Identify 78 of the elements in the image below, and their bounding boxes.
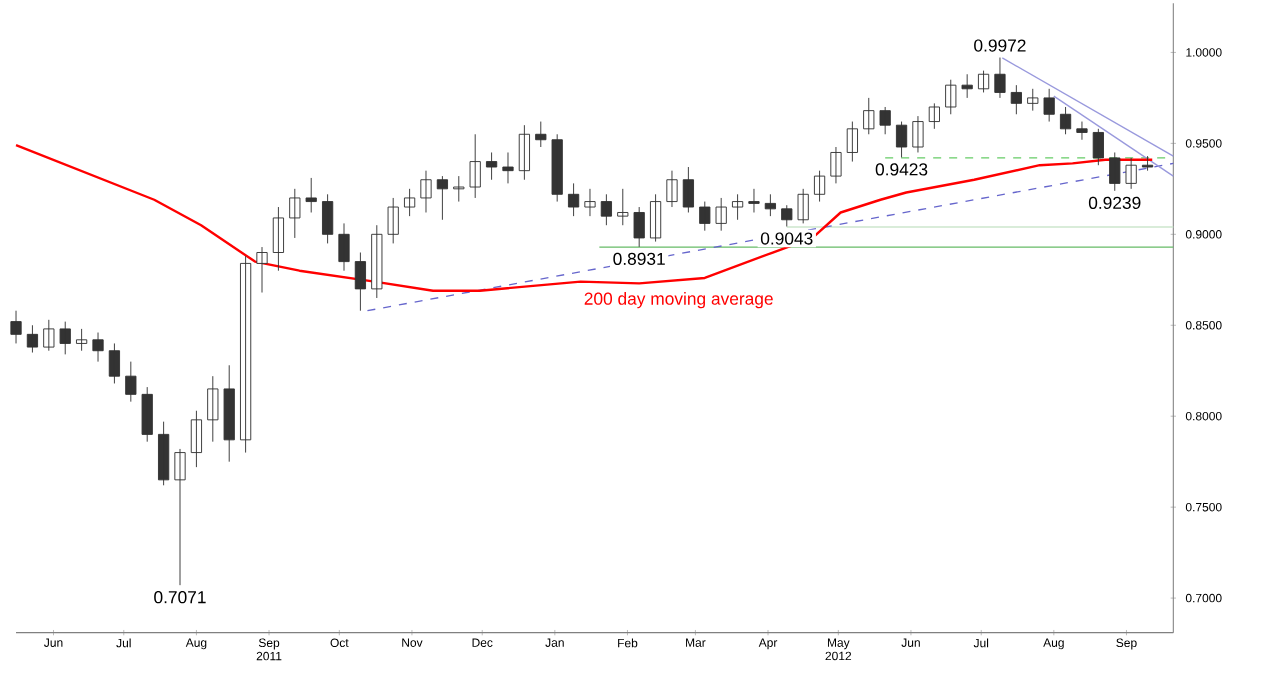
candlestick — [600, 193, 613, 226]
candlestick — [617, 188, 629, 226]
candlestick — [125, 361, 137, 403]
annotation: 0.8931 — [613, 252, 665, 265]
candlestick — [1043, 88, 1055, 123]
candlestick — [879, 106, 891, 135]
candlestick — [1109, 152, 1121, 192]
candlestick — [223, 364, 235, 463]
annotation: 0.9043 — [760, 232, 813, 245]
candlestick — [928, 102, 940, 130]
candlestick — [371, 224, 383, 299]
candlestick — [502, 152, 514, 184]
candlestick — [305, 177, 317, 213]
candlestick — [666, 170, 678, 208]
candlestick — [75, 328, 88, 352]
candlestick — [338, 222, 350, 272]
candlestick — [1141, 155, 1154, 172]
candlestick — [469, 133, 481, 199]
candlestick — [551, 133, 563, 203]
candlestick — [748, 188, 760, 213]
candlestick — [518, 124, 531, 181]
candlestick — [59, 321, 71, 355]
candlestick — [157, 421, 170, 486]
candlestick — [1059, 106, 1072, 135]
candlestick — [108, 342, 121, 384]
candlestick — [895, 121, 908, 158]
candlestick — [420, 170, 432, 213]
candlestick — [43, 319, 55, 352]
candlestick — [994, 57, 1006, 99]
candlestick — [846, 121, 858, 163]
candlestick — [256, 246, 268, 293]
annotation: 0.7071 — [154, 591, 206, 604]
candlestick — [289, 188, 301, 239]
candlestick — [649, 193, 662, 243]
candlestick — [387, 197, 399, 244]
candlestick — [764, 193, 776, 217]
candlestick — [1125, 157, 1137, 190]
candlestick — [321, 193, 334, 244]
candlestick — [239, 255, 252, 454]
candlestick — [633, 206, 645, 248]
candlestick — [961, 73, 973, 99]
candlestick — [174, 448, 186, 586]
candlestick — [813, 170, 826, 203]
candlestick — [92, 332, 104, 363]
candlestick — [945, 79, 957, 115]
candlestick — [682, 166, 694, 213]
series-label: 200 day moving average — [584, 292, 773, 309]
candlestick — [731, 193, 744, 221]
candlestick — [535, 121, 547, 148]
candlestick — [584, 188, 596, 217]
candlestick — [1010, 84, 1022, 115]
candlestick — [272, 206, 285, 272]
candlestick — [436, 175, 449, 221]
candlestick — [797, 188, 809, 224]
candlestick — [26, 324, 39, 354]
candlestick — [567, 182, 580, 217]
candlestick — [1027, 88, 1039, 112]
candlestick — [1092, 128, 1104, 166]
candlestick — [141, 386, 153, 443]
candlestick — [912, 115, 924, 153]
annotation: 0.9423 — [875, 163, 928, 176]
candlestick — [403, 188, 416, 217]
annotation: 0.9972 — [974, 39, 1026, 52]
candlestick — [699, 201, 711, 232]
candlestick — [715, 197, 727, 232]
candlestick — [207, 375, 219, 443]
candlestick — [781, 204, 793, 227]
candlestick — [830, 146, 842, 184]
candlestick — [190, 410, 203, 468]
candlestick — [977, 70, 990, 93]
candlestick — [863, 97, 875, 135]
candlestick — [1076, 121, 1088, 141]
candlestick — [453, 175, 465, 203]
annotation: 0.9239 — [1088, 196, 1141, 209]
candlestick — [485, 152, 498, 181]
candlestick — [10, 310, 22, 344]
line-series — [14, 143, 1154, 292]
candlestick — [354, 252, 367, 312]
